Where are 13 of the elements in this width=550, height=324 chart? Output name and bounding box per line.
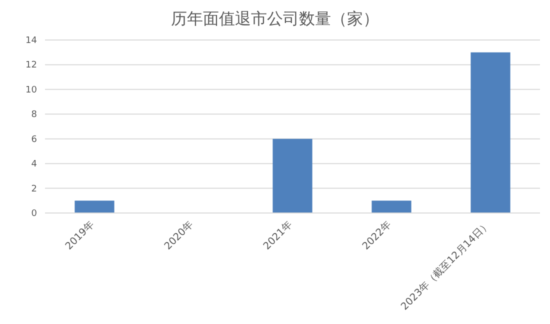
bar bbox=[372, 200, 412, 213]
y-tick-label: 0 bbox=[31, 209, 38, 219]
chart-title: 历年面值退市公司数量（家） bbox=[171, 9, 379, 28]
y-tick-label: 6 bbox=[31, 134, 38, 145]
bar bbox=[74, 200, 114, 213]
y-tick-label: 2 bbox=[31, 184, 37, 194]
bar bbox=[272, 138, 312, 213]
y-tick-label: 14 bbox=[26, 36, 38, 46]
bar bbox=[470, 52, 510, 213]
y-tick-label: 12 bbox=[26, 60, 37, 71]
y-tick-label: 4 bbox=[31, 160, 38, 170]
y-tick-label: 10 bbox=[26, 85, 38, 96]
y-tick-label: 8 bbox=[31, 110, 38, 120]
